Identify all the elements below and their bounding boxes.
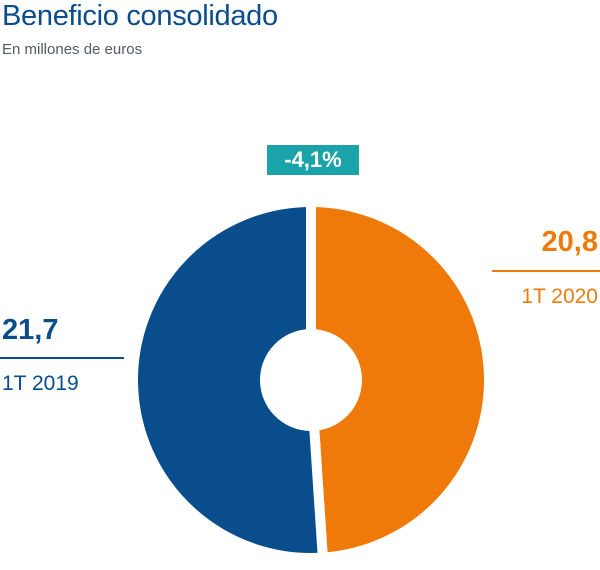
- slice-1t-2019: [128, 196, 329, 563]
- donut-hole: [260, 329, 362, 431]
- period-label-2019: 1T 2019: [2, 372, 79, 395]
- leader-line-2020: [492, 270, 600, 272]
- period-label-2020: 1T 2020: [521, 285, 598, 308]
- slice-1t-2020: [306, 196, 494, 563]
- chart-subtitle: En millones de euros: [2, 41, 143, 58]
- value-label-2019: 21,7: [2, 314, 59, 346]
- chart-title: Beneficio consolidado: [2, 0, 278, 32]
- leader-line-2019: [0, 357, 124, 359]
- value-label-2020: 20,8: [541, 226, 598, 258]
- change-badge: -4,1%: [267, 145, 359, 175]
